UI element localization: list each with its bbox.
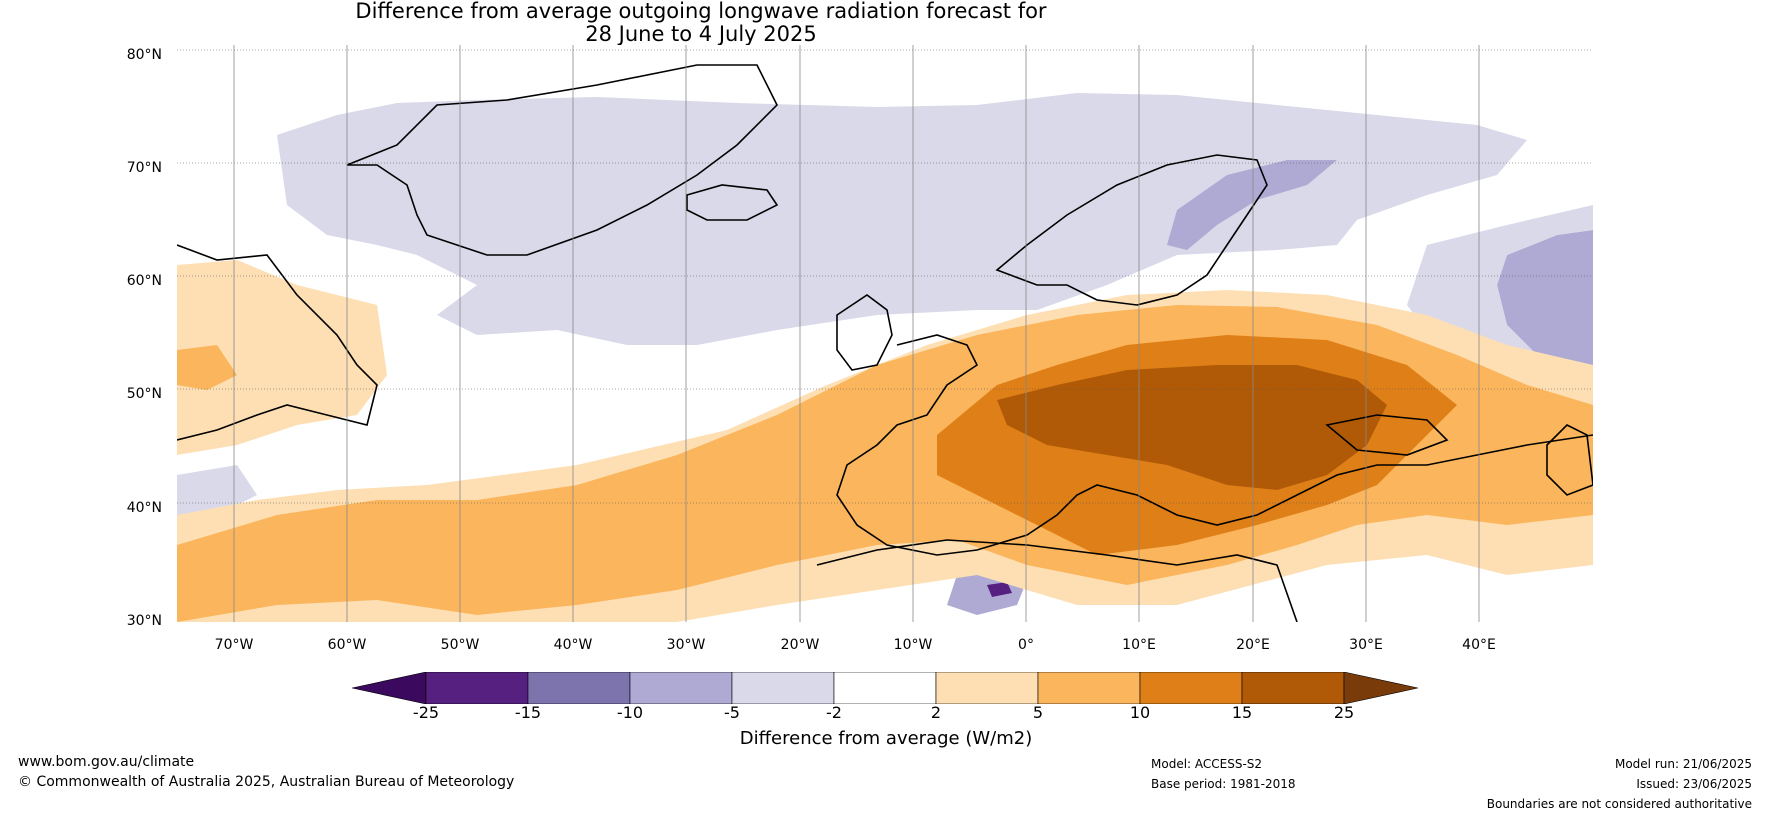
lon-label-50w: 50°W (440, 637, 480, 653)
british-isles-coastline (836, 294, 893, 371)
positive-anomaly-regions (177, 260, 1593, 622)
title-line-2: 28 June to 4 July 2025 (585, 22, 817, 46)
colorbar-segment (833, 672, 937, 704)
lon-label-30w: 30°W (666, 637, 706, 653)
lon-label-20w: 20°W (780, 637, 820, 653)
lon-label-40e: 40°E (1462, 637, 1496, 653)
lon-label-40w: 40°W (553, 637, 593, 653)
colorbar-segments (352, 672, 1418, 704)
morocco-dark-purple-region (987, 582, 1012, 597)
colorbar-tick-label: 2 (930, 703, 942, 722)
black-sea-coastline (1325, 414, 1449, 456)
lat-label-50n: 50°N (126, 386, 162, 402)
greenland-coastline (346, 64, 778, 256)
colorbar-tick-label: 10 (1129, 703, 1151, 722)
colorbar-segment (629, 672, 733, 704)
lon-label-10e: 10°E (1122, 637, 1156, 653)
lat-label-60n: 60°N (126, 273, 162, 289)
colorbar-tick-label: -10 (616, 703, 644, 722)
caspian-coastline (1546, 424, 1593, 496)
gridlines (177, 49, 1593, 504)
colorbar-segment (935, 672, 1039, 704)
lat-label-40n: 40°N (126, 500, 162, 516)
darkest-orange-region (997, 365, 1387, 490)
footer-copyright: © Commonwealth of Australia 2025, Austra… (18, 774, 515, 790)
anomaly-map (177, 45, 1593, 622)
colorbar-tick-label: -5 (724, 703, 740, 722)
colorbar-segment (1139, 672, 1243, 704)
footer-model-run: Model run: 21/06/2025 (1614, 757, 1752, 771)
lon-label-30e: 30°E (1349, 637, 1383, 653)
colorbar (352, 672, 1418, 704)
colorbar-label: Difference from average (W/m2) (739, 728, 1033, 749)
lat-label-80n: 80°N (126, 47, 162, 63)
colorbar-tick-label: -25 (412, 703, 440, 722)
lon-label-60w: 60°W (327, 637, 367, 653)
colorbar-tick-label: 5 (1032, 703, 1044, 722)
colorbar-segment (1241, 672, 1345, 704)
colorbar-tick-label: -2 (826, 703, 842, 722)
scandinavia-purple-region (1167, 160, 1337, 250)
colorbar-tick-label: 25 (1333, 703, 1355, 722)
colorbar-tick-label: -15 (514, 703, 542, 722)
colorbar-tick-label: 15 (1231, 703, 1253, 722)
labrador-light-purple-region (177, 465, 257, 515)
chart-title: Difference from average outgoing longwav… (0, 0, 1402, 46)
colorbar-segment (425, 672, 529, 704)
footer-model: Model: ACCESS-S2 (1151, 757, 1263, 771)
scandinavia-coastline (995, 154, 1268, 306)
north-africa-coastline (816, 539, 1298, 622)
europe-coastline (836, 334, 1593, 556)
labrador-coastline (177, 244, 378, 441)
lon-label-70w: 70°W (214, 637, 254, 653)
colorbar-segment (1037, 672, 1141, 704)
coastlines (177, 64, 1593, 622)
lon-label-0: 0° (1018, 637, 1034, 653)
lat-label-70n: 70°N (126, 160, 162, 176)
footer-issued: Issued: 23/06/2025 (1636, 777, 1752, 791)
colorbar-segment (731, 672, 835, 704)
lon-label-10w: 10°W (893, 637, 933, 653)
colorbar-segment (527, 672, 631, 704)
lon-label-20e: 20°E (1236, 637, 1270, 653)
russia-purple-region (1497, 230, 1593, 380)
colorbar-max-extension (1343, 672, 1418, 704)
footer-base-period: Base period: 1981-2018 (1151, 777, 1296, 791)
footer-disclaimer: Boundaries are not considered authoritat… (1486, 797, 1752, 811)
footer-website: www.bom.gov.au/climate (18, 754, 195, 770)
colorbar-min-extension (352, 672, 427, 704)
iceland-coastline (686, 184, 779, 221)
lat-label-30n: 30°N (126, 613, 162, 629)
map-panel (177, 45, 1593, 622)
title-line-1: Difference from average outgoing longwav… (355, 0, 1047, 23)
meridians (233, 45, 1480, 622)
